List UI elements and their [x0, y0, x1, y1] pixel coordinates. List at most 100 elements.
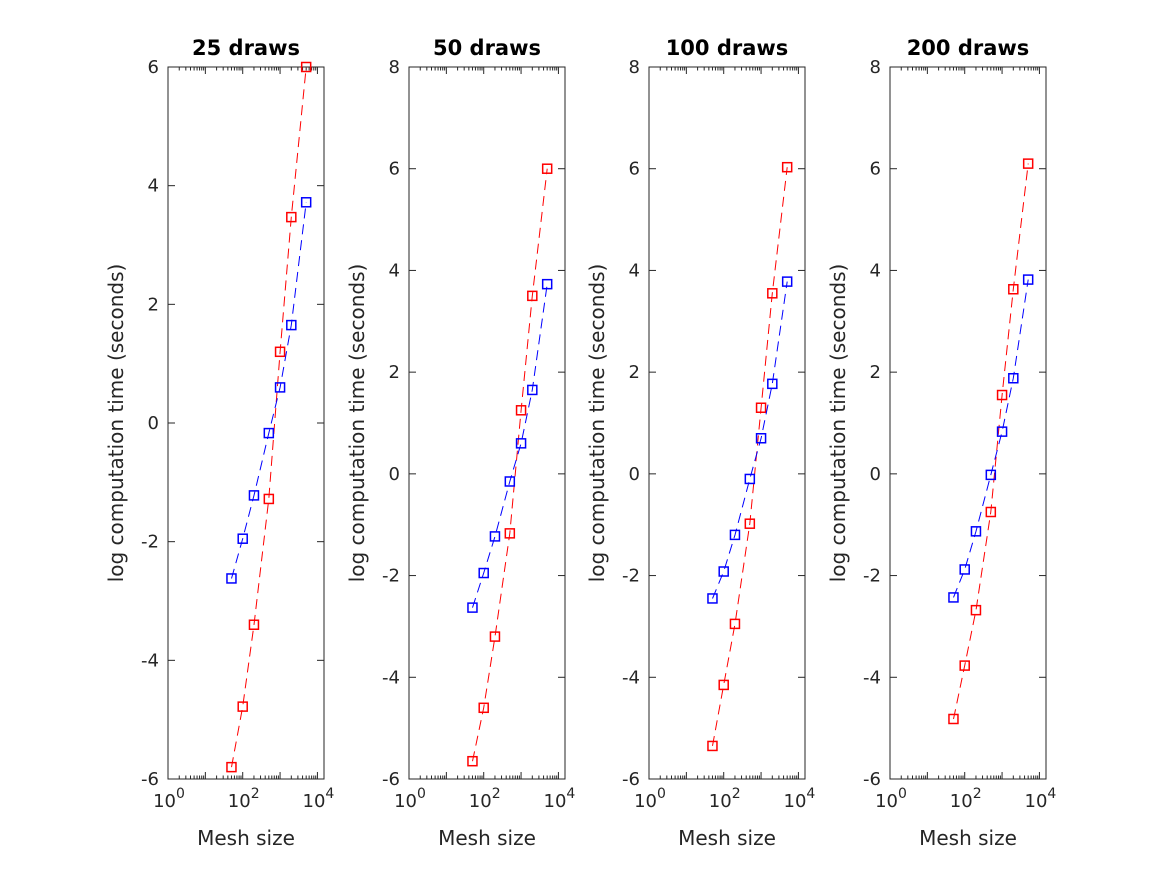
x-tick-label: 104: [784, 786, 816, 812]
data-point: [515, 405, 527, 416]
data-point: [274, 382, 286, 393]
data-point: [996, 426, 1008, 437]
data-point: [729, 529, 741, 541]
data-point: [274, 346, 286, 358]
data-point: [541, 163, 553, 174]
data-point: [467, 755, 478, 767]
y-tick-label: 4: [148, 176, 159, 197]
y-tick-label: 0: [870, 464, 881, 485]
subplot-1: 100 102 104 -6 -4 -2 0 2 4 6 8 50 draws Mesh size log…: [345, 36, 575, 850]
y-axis-label: log computation time (seconds): [585, 264, 609, 583]
series-0: [467, 163, 553, 767]
data-point: [970, 526, 982, 537]
data-point: [286, 319, 297, 331]
x-axis-label: Mesh size: [678, 826, 776, 850]
data-point: [959, 564, 970, 575]
y-tick-label: -4: [863, 667, 881, 688]
data-point: [226, 761, 237, 773]
data-point: [300, 61, 312, 73]
y-tick-label: -4: [141, 650, 159, 671]
data-point: [729, 618, 741, 630]
subplot-0: 100 102 104 -6 -4 -2 0 2 4 6 25 draws Mesh size log …: [104, 36, 334, 850]
chart-title: 100 draws: [666, 36, 789, 60]
x-axis-label: Mesh size: [197, 826, 295, 850]
y-tick-label: -6: [382, 769, 400, 790]
series-0: [948, 158, 1034, 725]
data-point: [718, 679, 729, 691]
data-point: [478, 567, 489, 579]
data-point: [237, 533, 248, 544]
series-line: [472, 168, 548, 762]
data-point: [541, 278, 553, 290]
x-tick-label: 102: [469, 786, 501, 812]
y-tick-label: 8: [389, 57, 400, 78]
y-tick-label: 2: [870, 362, 881, 383]
data-point: [504, 476, 516, 487]
y-tick-label: 8: [629, 57, 640, 78]
data-point: [996, 389, 1008, 401]
series-0: [226, 61, 312, 773]
y-tick-label: 2: [389, 362, 400, 383]
y-tick-label: 4: [629, 260, 640, 281]
series-line: [472, 284, 548, 608]
series-line: [953, 163, 1029, 720]
chart-title: 25 draws: [192, 36, 300, 60]
y-tick-label: 6: [629, 159, 640, 180]
data-point: [744, 518, 756, 529]
series-1: [467, 278, 553, 613]
y-axis-label: log computation time (seconds): [104, 264, 128, 583]
data-point: [248, 490, 260, 501]
y-tick-label: 0: [389, 464, 400, 485]
series-1: [948, 274, 1034, 603]
subplot-2: 100 102 104 -6 -4 -2 0 2 4 6 8 100 draws Mesh size lo…: [585, 36, 815, 850]
x-tick-label: 104: [1025, 786, 1057, 812]
chart-title: 200 draws: [907, 36, 1030, 60]
data-point: [755, 402, 767, 413]
y-tick-label: -6: [863, 769, 881, 790]
data-point: [478, 702, 489, 714]
x-axis-label: Mesh size: [438, 826, 536, 850]
data-point: [985, 469, 997, 481]
chart-title: 50 draws: [433, 36, 541, 60]
y-tick-label: -6: [622, 769, 640, 790]
data-point: [467, 602, 478, 613]
data-point: [515, 438, 527, 449]
data-point: [1008, 372, 1019, 384]
x-tick-label: 100: [875, 786, 907, 812]
data-point: [300, 197, 312, 208]
axes-box: [889, 66, 1047, 780]
x-tick-label: 104: [303, 786, 335, 812]
data-point: [226, 573, 237, 584]
y-tick-label: -6: [141, 769, 159, 790]
x-tick-label: 102: [950, 786, 982, 812]
series-line: [231, 66, 307, 768]
data-point: [959, 660, 970, 671]
y-tick-label: 2: [148, 294, 159, 315]
axes-box: [167, 66, 325, 780]
y-axis-label: log computation time (seconds): [345, 264, 369, 583]
x-tick-label: 102: [709, 786, 741, 812]
data-point: [489, 631, 501, 642]
series-line: [953, 279, 1029, 598]
data-point: [263, 427, 275, 439]
data-point: [504, 528, 516, 539]
y-tick-label: -2: [863, 566, 881, 587]
data-point: [1008, 283, 1019, 295]
data-point: [755, 433, 767, 444]
x-tick-label: 102: [228, 786, 260, 812]
data-point: [781, 161, 793, 173]
data-point: [948, 592, 959, 603]
y-tick-label: 0: [629, 464, 640, 485]
data-point: [970, 604, 982, 616]
x-tick-label: 100: [394, 786, 426, 812]
data-point: [237, 701, 248, 712]
data-point: [707, 740, 718, 752]
y-tick-label: 0: [148, 413, 159, 434]
axes-box: [408, 66, 566, 780]
data-point: [744, 473, 756, 485]
data-point: [767, 288, 778, 299]
series-line: [231, 202, 307, 579]
data-point: [263, 493, 275, 505]
x-tick-label: 100: [153, 786, 185, 812]
